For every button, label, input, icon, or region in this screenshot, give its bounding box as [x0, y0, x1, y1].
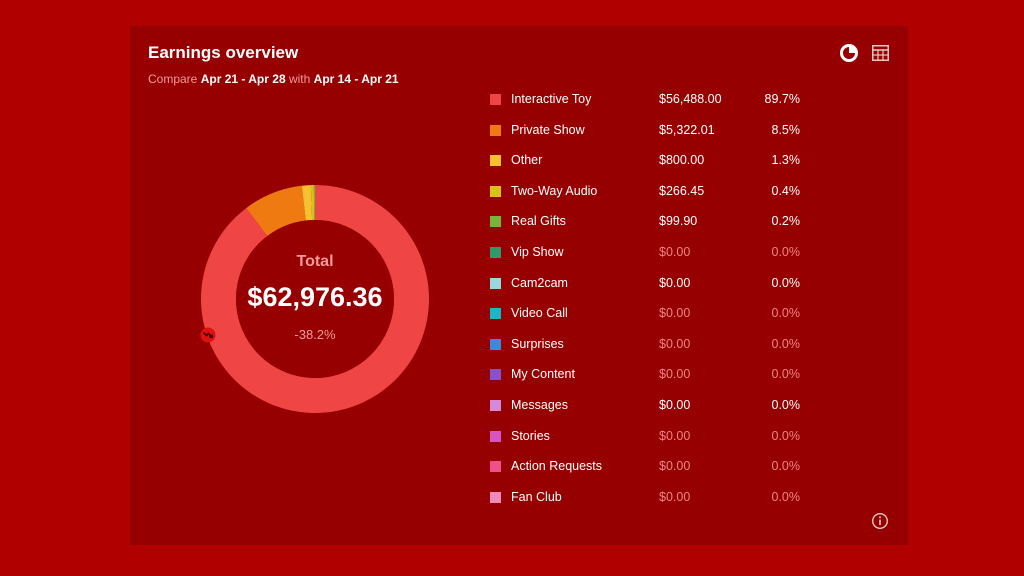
legend-label: Vip Show [511, 244, 564, 259]
panel-title: Earnings overview [148, 43, 299, 62]
legend-label: My Content [511, 367, 575, 382]
legend-label: Private Show [511, 122, 585, 137]
legend-percent: 0.0% [771, 397, 801, 412]
legend-swatch [490, 338, 501, 350]
legend-label: Interactive Toy [511, 92, 592, 106]
legend-swatch [490, 308, 501, 320]
info-button[interactable] [871, 512, 889, 530]
legend-row[interactable]: Real Gifts $99.90 0.2% [490, 211, 810, 242]
legend-amount: $0.00 [659, 306, 691, 321]
legend-swatch [490, 369, 501, 381]
legend-label: Real Gifts [511, 214, 566, 229]
previous-range[interactable]: Apr 14 - Apr 21 [313, 72, 399, 86]
legend-swatch [490, 277, 501, 289]
legend-label: Messages [511, 397, 568, 412]
legend-label: Two-Way Audio [511, 183, 598, 198]
legend-amount: $0.00 [659, 336, 691, 351]
legend-swatch [490, 94, 501, 105]
legend-swatch [490, 185, 501, 197]
legend-row[interactable]: Video Call $0.00 0.0% [490, 303, 810, 334]
total-label: Total [296, 253, 334, 270]
current-range[interactable]: Apr 21 - Apr 28 [200, 72, 286, 86]
legend-label: Surprises [511, 336, 564, 351]
legend-percent: 0.0% [771, 336, 801, 351]
legend-amount: $0.00 [659, 367, 691, 382]
legend-percent: 1.3% [771, 153, 801, 168]
legend-swatch [490, 399, 501, 411]
legend-row[interactable]: My Content $0.00 0.0% [490, 364, 810, 395]
legend-percent: 0.0% [771, 489, 801, 504]
legend-label: Stories [511, 428, 550, 443]
legend-percent: 8.5% [771, 122, 801, 137]
legend-amount: $0.00 [659, 459, 691, 474]
legend-swatch [490, 430, 501, 442]
earnings-overview-panel: Earnings overview Compare Apr 21 - Apr 2… [130, 26, 908, 545]
legend-percent: 0.0% [771, 428, 801, 443]
legend-row[interactable]: Vip Show $0.00 0.0% [490, 242, 810, 273]
legend-amount: $56,488.00 [659, 92, 722, 106]
legend-row[interactable]: Stories $0.00 0.0% [490, 426, 810, 457]
legend-swatch [490, 461, 501, 473]
legend-row[interactable]: Messages $0.00 0.0% [490, 395, 810, 426]
legend-percent: 0.0% [771, 459, 801, 474]
donut-slice[interactable] [246, 185, 306, 236]
legend-label: Action Requests [511, 459, 603, 474]
info-icon [871, 512, 889, 530]
table-icon [871, 45, 889, 61]
legend-percent: 0.2% [771, 214, 801, 229]
legend-swatch [490, 246, 501, 258]
legend-amount: $800.00 [659, 153, 705, 168]
legend-swatch [490, 216, 501, 228]
donut-svg [200, 185, 429, 413]
legend-percent: 0.0% [771, 275, 801, 290]
pie-view-button[interactable] [839, 43, 859, 63]
legend-row[interactable]: Fan Club $0.00 0.0% [490, 487, 810, 518]
donut-center: Total $62,976.36 -38.2% [200, 184, 430, 414]
total-value: $62,976.36 [247, 282, 383, 312]
legend-label: Fan Club [511, 489, 562, 504]
total-change: -38.2% [200, 327, 430, 343]
legend-amount: $0.00 [659, 275, 691, 290]
legend-row[interactable]: Interactive Toy $56,488.00 89.7% [490, 89, 810, 120]
legend-amount: $0.00 [659, 428, 691, 443]
legend-label: Cam2cam [511, 275, 568, 290]
legend-row[interactable]: Other $800.00 1.3% [490, 150, 810, 181]
legend-row[interactable]: Action Requests $0.00 0.0% [490, 456, 810, 487]
donut-hole [236, 220, 394, 378]
donut-slice[interactable] [301, 185, 313, 221]
with-label: with [288, 72, 311, 86]
legend-label: Other [511, 153, 543, 168]
pie-chart-icon [840, 44, 858, 62]
legend-percent: 0.4% [771, 183, 801, 198]
change-value: -38.2% [294, 327, 336, 342]
table-view-button[interactable] [870, 43, 890, 63]
donut-slice[interactable] [310, 185, 315, 221]
legend-amount: $0.00 [659, 244, 691, 259]
legend-amount: $5,322.01 [659, 122, 715, 137]
legend-swatch [490, 491, 501, 503]
trend-down-icon [200, 327, 216, 343]
legend-row[interactable]: Private Show $5,322.01 8.5% [490, 120, 810, 151]
donut-slice[interactable] [200, 185, 429, 413]
legend-row[interactable]: Surprises $0.00 0.0% [490, 334, 810, 365]
legend-amount: $0.00 [659, 397, 691, 412]
compare-range: Compare Apr 21 - Apr 28 with Apr 14 - Ap… [148, 72, 399, 86]
legend-row[interactable]: Cam2cam $0.00 0.0% [490, 273, 810, 304]
compare-label: Compare [148, 72, 198, 86]
legend-row[interactable]: Two-Way Audio $266.45 0.4% [490, 181, 810, 212]
legend-label: Video Call [511, 306, 568, 321]
legend-swatch [490, 124, 501, 136]
legend-percent: 0.0% [771, 367, 801, 382]
legend-swatch [490, 155, 501, 167]
legend-amount: $0.00 [659, 489, 691, 504]
legend-percent: 0.0% [771, 306, 801, 321]
earnings-donut-chart: Total $62,976.36 -38.2% [200, 184, 430, 414]
legend-amount: $266.45 [659, 183, 705, 198]
earnings-legend: Interactive Toy $56,488.00 89.7% Private Sh… [490, 89, 810, 517]
legend-percent: 89.7% [764, 92, 800, 106]
donut-slice[interactable] [313, 185, 315, 221]
legend-percent: 0.0% [771, 244, 801, 259]
legend-amount: $99.90 [659, 214, 698, 229]
